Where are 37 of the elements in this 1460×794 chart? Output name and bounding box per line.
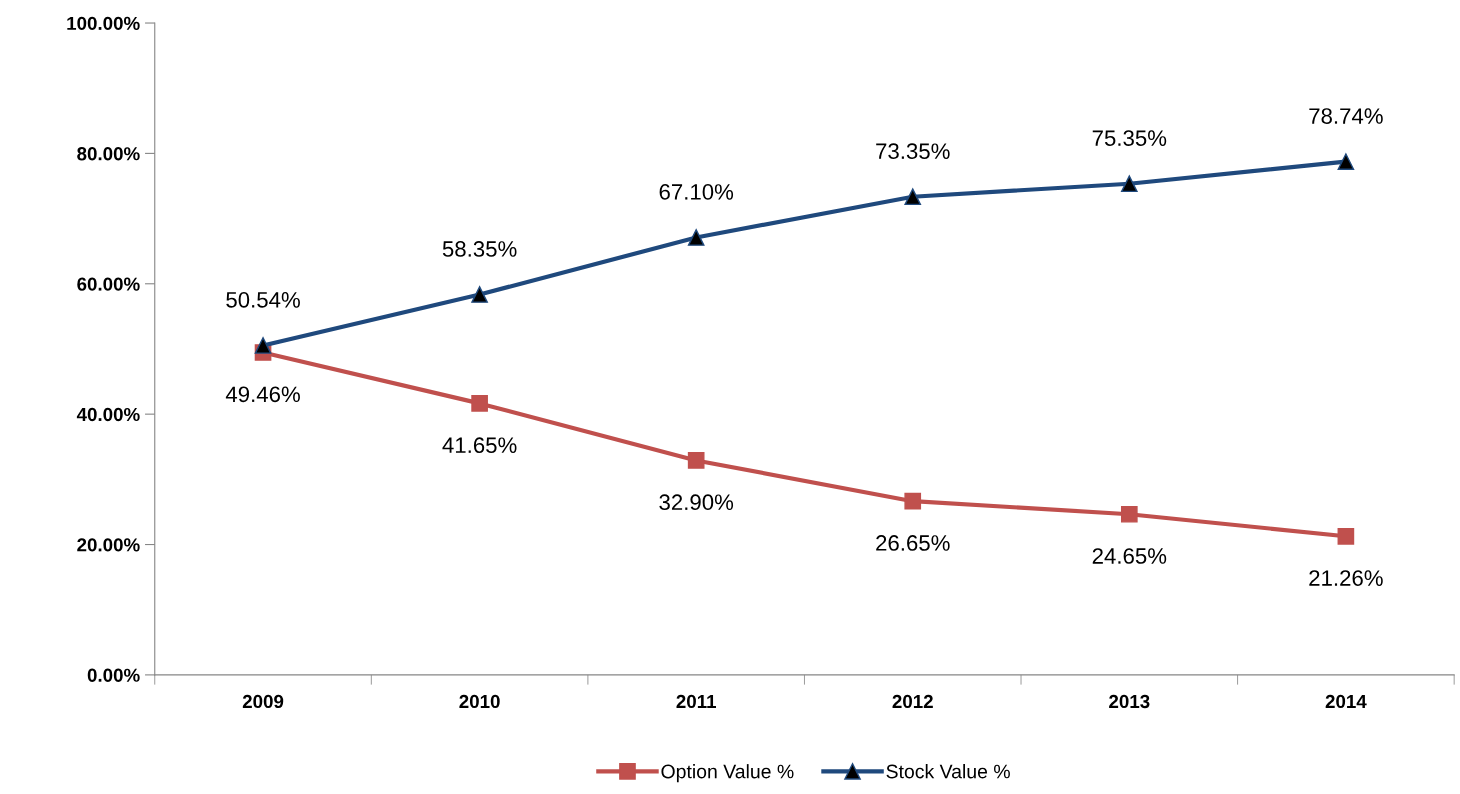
legend-label: Option Value % xyxy=(661,764,794,783)
data-label: 49.46% xyxy=(225,386,300,403)
data-label: 26.65% xyxy=(876,535,950,551)
y-tick-label: 100.00% xyxy=(67,16,140,30)
y-tick-label: 0.00% xyxy=(87,668,140,682)
y-tick-label: 80.00% xyxy=(77,147,140,161)
point xyxy=(1120,175,1138,193)
y-tick-label: 60.00% xyxy=(77,277,140,291)
point xyxy=(687,229,705,246)
point xyxy=(471,395,488,412)
point xyxy=(471,286,488,303)
point xyxy=(1337,153,1355,170)
x-tick-label: 2011 xyxy=(676,694,716,709)
y-tick-label: 20.00% xyxy=(77,538,140,552)
point xyxy=(687,452,705,469)
x-tick-label: 2014 xyxy=(1325,694,1367,709)
data-label: 41.65% xyxy=(442,437,517,454)
x-tick-label: 2010 xyxy=(459,694,500,709)
data-label: 58.35% xyxy=(442,241,517,257)
legend-label: Stock Value % xyxy=(886,764,1010,779)
data-label: 21.26% xyxy=(1309,570,1383,586)
data-label: 50.54% xyxy=(226,291,300,308)
data-label: 73.35% xyxy=(876,143,950,160)
point xyxy=(904,188,922,206)
x-tick-label: 2009 xyxy=(242,694,284,709)
point xyxy=(1120,505,1138,523)
data-label: 67.10% xyxy=(659,184,734,200)
point xyxy=(1337,527,1355,545)
x-tick-label: 2013 xyxy=(1109,694,1150,709)
point xyxy=(254,337,272,354)
point xyxy=(904,492,922,510)
y-tick-label: 40.00% xyxy=(76,407,140,422)
data-label: 32.90% xyxy=(659,494,734,511)
data-label: 24.65% xyxy=(1092,548,1167,564)
data-label: 75.35% xyxy=(1092,130,1167,146)
data-label: 78.74% xyxy=(1309,108,1383,124)
x-tick-label: 2012 xyxy=(892,694,933,709)
